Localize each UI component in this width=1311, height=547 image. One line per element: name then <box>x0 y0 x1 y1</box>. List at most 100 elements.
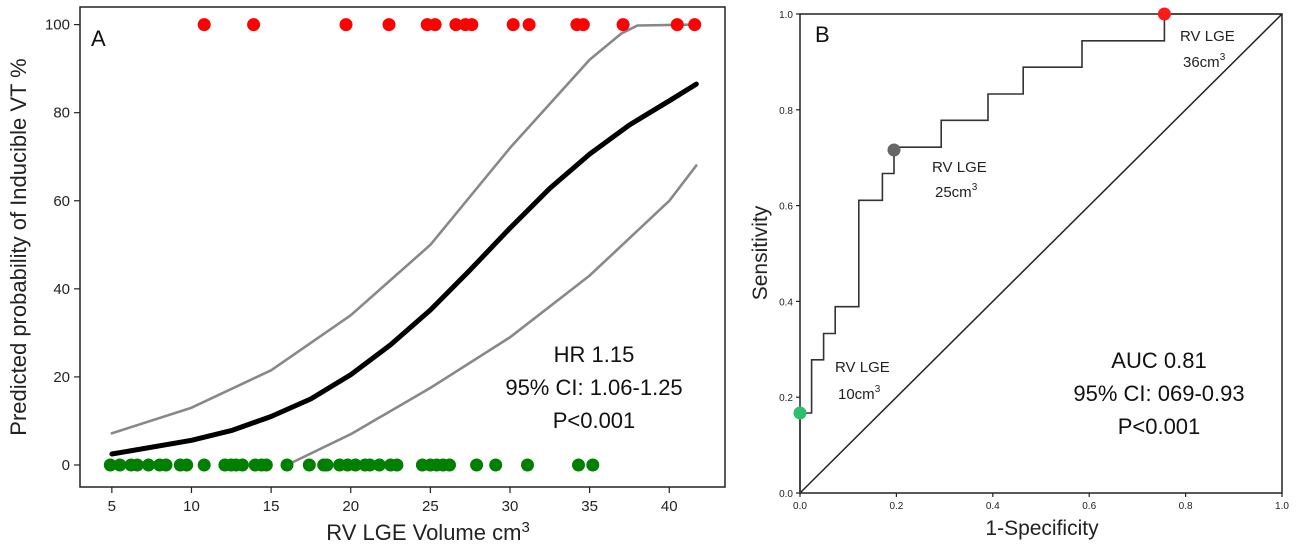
panel-a-y-tick-label: 60 <box>53 193 70 210</box>
panel-a-non-inducible-point <box>363 458 377 472</box>
panel-a-fit-line <box>109 81 699 457</box>
panel-a-stat-line-1: HR 1.15 <box>554 342 635 367</box>
panel-b-stat-line-3: P<0.001 <box>1118 414 1201 439</box>
panel-b-x-tick-label: 0.8 <box>1179 501 1193 512</box>
panel-a-x-tick-label: 5 <box>108 498 116 515</box>
panel-a-stat-line-3: P<0.001 <box>553 408 636 433</box>
panel-a-non-inducible-point <box>586 458 600 472</box>
panel-a-non-inducible-point <box>280 458 294 472</box>
panel-a-non-inducible-point <box>489 458 503 472</box>
panel-a-inducible-point <box>428 18 442 32</box>
marker-label-25-sup: 3 <box>972 182 978 193</box>
panel-b-threshold-marker <box>793 406 807 420</box>
panel-a-non-inducible-point <box>113 458 127 472</box>
marker-label-10-sup: 3 <box>875 384 881 395</box>
panel-b-x-tick-label: 0.6 <box>1082 501 1096 512</box>
panel-b-x-tick-label: 0.0 <box>793 501 807 512</box>
panel-a-inducible-point <box>449 18 463 32</box>
panel-a-inducible-point <box>247 18 261 32</box>
panel-b-x-tick-label: 1.0 <box>1275 501 1289 512</box>
marker-label-36-line-1: RV LGE <box>1180 28 1235 45</box>
panel-b-threshold-marker <box>887 143 901 157</box>
panel-b-marker-labels: RV LGE 10cm3 RV LGE 25cm3 RV LGE 36cm3 <box>835 28 1235 403</box>
panel-b-x-axis-title: 1-Specificity <box>985 517 1099 540</box>
panel-a-non-inducible-point <box>142 458 155 472</box>
marker-label-36-line-2: 36cm3 <box>1183 52 1226 71</box>
panel-a-inducible-point <box>688 18 702 32</box>
panel-a-non-inducible-point <box>572 458 585 472</box>
panel-a-inducible-point <box>382 18 396 32</box>
panel-a-non-inducible-point <box>259 458 273 472</box>
panel-a-non-inducible-point <box>320 458 334 472</box>
panel-b-y-tick-label: 0.6 <box>779 202 793 213</box>
panel-a-y-axis-title: Predicted probability of Inducible VT % <box>6 58 31 435</box>
marker-label-10-line-2: 10cm3 <box>838 384 881 403</box>
panel-a-inducible-point <box>506 18 520 32</box>
panel-a-non-inducible-point <box>103 458 117 472</box>
panel-b-x-tick-label: 0.2 <box>889 501 903 512</box>
panel-a-non-inducible-point <box>443 458 456 472</box>
panel-a-inducible-point <box>670 18 684 32</box>
panel-a-stats: HR 1.15 95% CI: 1.06-1.25 P<0.001 <box>505 342 682 433</box>
marker-label-36-text: 36cm <box>1183 54 1220 71</box>
panel-b-y-tick-label: 0.2 <box>779 393 793 404</box>
panel-a-x-tick-label: 20 <box>342 498 359 515</box>
panel-b-roc-curve <box>799 13 1282 493</box>
panel-b-stats: AUC 0.81 95% CI: 069-0.93 P<0.001 <box>1073 348 1244 439</box>
panel-a-x-tick-label: 15 <box>263 498 280 515</box>
panel-a-non-inducible-point <box>197 458 211 472</box>
panel-b-y-tick-label: 0.8 <box>779 106 793 117</box>
panel-b-y-axis-title: Sensitivity <box>749 205 772 300</box>
panel-a-inducible-point <box>465 18 479 32</box>
marker-label-25-text: 25cm <box>935 184 972 201</box>
marker-label-25-line-1: RV LGE <box>932 159 987 176</box>
panel-a-non-inducible-point <box>521 458 534 472</box>
panel-b: B 0.0 0.2 0.4 0.6 0.8 1.0 0.0 0.2 0.4 0.6 0.8 1.0 S… <box>749 7 1289 540</box>
panel-a-x-axis-title: RV LGE Volume cm3 <box>326 519 530 545</box>
panel-b-y-tick-label: 0.0 <box>779 489 793 500</box>
panel-a-non-inducible-point <box>159 458 173 472</box>
panel-b-stat-line-1: AUC 0.81 <box>1111 348 1206 373</box>
panel-a-y-tick-label: 80 <box>53 105 70 122</box>
panel-a-y-tick-label: 40 <box>53 281 70 298</box>
panel-a-inducible-point <box>197 18 211 32</box>
marker-label-10-line-1: RV LGE <box>835 359 890 376</box>
panel-a-non-inducible-point <box>372 458 386 472</box>
panel-a-stat-line-2: 95% CI: 1.06-1.25 <box>505 375 682 400</box>
panel-b-frame <box>799 13 1283 494</box>
panel-a-lines <box>109 23 699 467</box>
panel-a-x-tick-label: 25 <box>422 498 439 515</box>
panel-b-lines <box>799 13 1283 494</box>
panel-a-inducible-point <box>576 18 590 32</box>
panel-a-x-axis-title-text: RV LGE Volume cm <box>326 520 521 545</box>
panel-a-non-inducible-point <box>470 458 484 472</box>
panel-b-y-tick-label: 0.4 <box>779 297 793 308</box>
panel-a-x-tick-label: 40 <box>661 498 678 515</box>
panel-a-y-tick-label: 0 <box>62 457 70 474</box>
panel-b-letter: B <box>815 22 830 47</box>
panel-a-non-inducible-point <box>180 458 194 472</box>
panel-b-markers <box>793 7 1171 420</box>
panel-a-letter: A <box>91 26 106 51</box>
panel-b-stat-line-2: 95% CI: 069-0.93 <box>1073 381 1244 406</box>
panel-a-inducible-point <box>522 18 536 32</box>
panel-a-non-inducible-point <box>130 458 144 472</box>
panel-a: A 5 10 15 20 25 30 35 40 0 20 40 60 80 100 Predicted … <box>6 6 726 545</box>
panel-a-ci-upper-line <box>110 23 698 435</box>
panel-a-non-inducible-point <box>390 458 404 472</box>
panel-a-non-inducible-point <box>302 458 316 472</box>
marker-label-25-line-2: 25cm3 <box>935 182 978 201</box>
panel-a-ci-lower-line <box>285 164 698 467</box>
panel-a-non-inducible-point <box>349 458 362 472</box>
panel-b-ticks: 0.0 0.2 0.4 0.6 0.8 1.0 0.0 0.2 0.4 0.6 0.8 1.0 <box>779 10 1289 512</box>
panel-a-y-tick-label: 100 <box>45 17 70 34</box>
panel-a-y-tick-label: 20 <box>53 369 70 386</box>
panel-b-threshold-marker <box>1157 7 1171 21</box>
marker-label-10-text: 10cm <box>838 386 875 403</box>
panel-a-frame <box>79 6 726 488</box>
panel-a-x-tick-label: 35 <box>581 498 598 515</box>
panel-a-x-axis-title-sup: 3 <box>521 519 529 536</box>
panel-a-inducible-point <box>616 18 630 32</box>
panel-b-x-tick-label: 0.4 <box>986 501 1000 512</box>
